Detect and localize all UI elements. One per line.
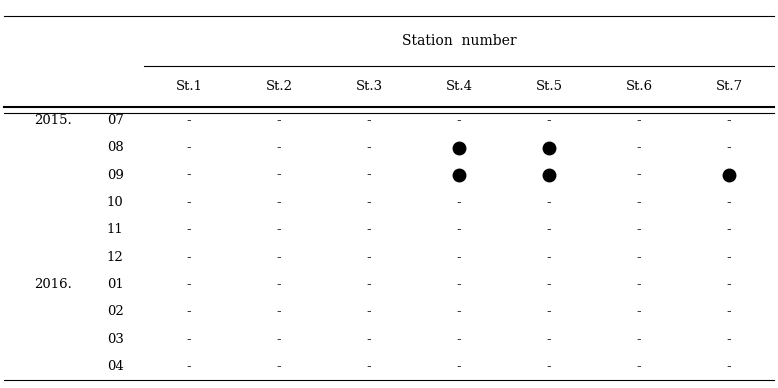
Text: -: - xyxy=(547,251,552,264)
Text: -: - xyxy=(547,333,552,346)
Text: -: - xyxy=(547,278,552,291)
Text: -: - xyxy=(277,168,282,182)
Text: -: - xyxy=(366,223,371,236)
Text: -: - xyxy=(457,360,461,373)
Text: -: - xyxy=(727,278,731,291)
Text: -: - xyxy=(636,333,641,346)
Text: -: - xyxy=(277,141,282,154)
Text: St.2: St.2 xyxy=(265,80,293,93)
Text: -: - xyxy=(277,278,282,291)
Text: -: - xyxy=(636,114,641,127)
Text: -: - xyxy=(187,223,191,236)
Text: -: - xyxy=(727,360,731,373)
Text: -: - xyxy=(727,305,731,319)
Text: -: - xyxy=(457,251,461,264)
Text: -: - xyxy=(636,141,641,154)
Text: -: - xyxy=(187,333,191,346)
Text: -: - xyxy=(366,251,371,264)
Text: -: - xyxy=(727,141,731,154)
Text: -: - xyxy=(187,305,191,319)
Text: 09: 09 xyxy=(107,168,124,182)
Text: -: - xyxy=(727,196,731,209)
Text: -: - xyxy=(636,168,641,182)
Text: -: - xyxy=(187,360,191,373)
Text: -: - xyxy=(457,196,461,209)
Text: -: - xyxy=(366,360,371,373)
Text: 07: 07 xyxy=(107,114,124,127)
Text: 2016.: 2016. xyxy=(33,278,72,291)
Text: -: - xyxy=(547,360,552,373)
Text: 04: 04 xyxy=(107,360,124,373)
Text: -: - xyxy=(366,305,371,319)
Text: -: - xyxy=(187,141,191,154)
Text: -: - xyxy=(636,251,641,264)
Text: -: - xyxy=(187,251,191,264)
Text: 2015.: 2015. xyxy=(33,114,72,127)
Text: -: - xyxy=(187,196,191,209)
Text: 10: 10 xyxy=(107,196,124,209)
Text: -: - xyxy=(277,114,282,127)
Text: -: - xyxy=(457,223,461,236)
Text: 01: 01 xyxy=(107,278,124,291)
Text: 12: 12 xyxy=(107,251,124,264)
Text: -: - xyxy=(457,278,461,291)
Text: 11: 11 xyxy=(107,223,124,236)
Text: -: - xyxy=(547,223,552,236)
Text: -: - xyxy=(277,360,282,373)
Text: -: - xyxy=(727,251,731,264)
Text: -: - xyxy=(547,114,552,127)
Text: -: - xyxy=(366,141,371,154)
Text: -: - xyxy=(636,305,641,319)
Text: -: - xyxy=(727,223,731,236)
Text: -: - xyxy=(277,251,282,264)
Text: -: - xyxy=(277,333,282,346)
Text: -: - xyxy=(366,114,371,127)
Text: -: - xyxy=(457,114,461,127)
Text: -: - xyxy=(636,360,641,373)
Text: -: - xyxy=(457,333,461,346)
Text: -: - xyxy=(547,196,552,209)
Text: -: - xyxy=(727,114,731,127)
Text: 08: 08 xyxy=(107,141,124,154)
Text: -: - xyxy=(366,333,371,346)
Text: Station  number: Station number xyxy=(401,34,517,48)
Text: -: - xyxy=(187,168,191,182)
Text: 03: 03 xyxy=(107,333,124,346)
Text: St.6: St.6 xyxy=(626,80,653,93)
Text: -: - xyxy=(187,278,191,291)
Text: -: - xyxy=(636,278,641,291)
Text: 02: 02 xyxy=(107,305,124,319)
Text: -: - xyxy=(636,223,641,236)
Text: St.3: St.3 xyxy=(356,80,383,93)
Text: -: - xyxy=(727,333,731,346)
Text: St.4: St.4 xyxy=(446,80,472,93)
Text: -: - xyxy=(277,223,282,236)
Text: -: - xyxy=(366,196,371,209)
Text: -: - xyxy=(277,196,282,209)
Text: -: - xyxy=(366,168,371,182)
Text: -: - xyxy=(457,305,461,319)
Text: -: - xyxy=(187,114,191,127)
Text: St.1: St.1 xyxy=(176,80,202,93)
Text: -: - xyxy=(636,196,641,209)
Text: St.5: St.5 xyxy=(535,80,562,93)
Text: St.7: St.7 xyxy=(716,80,743,93)
Text: -: - xyxy=(547,305,552,319)
Text: -: - xyxy=(366,278,371,291)
Text: -: - xyxy=(277,305,282,319)
